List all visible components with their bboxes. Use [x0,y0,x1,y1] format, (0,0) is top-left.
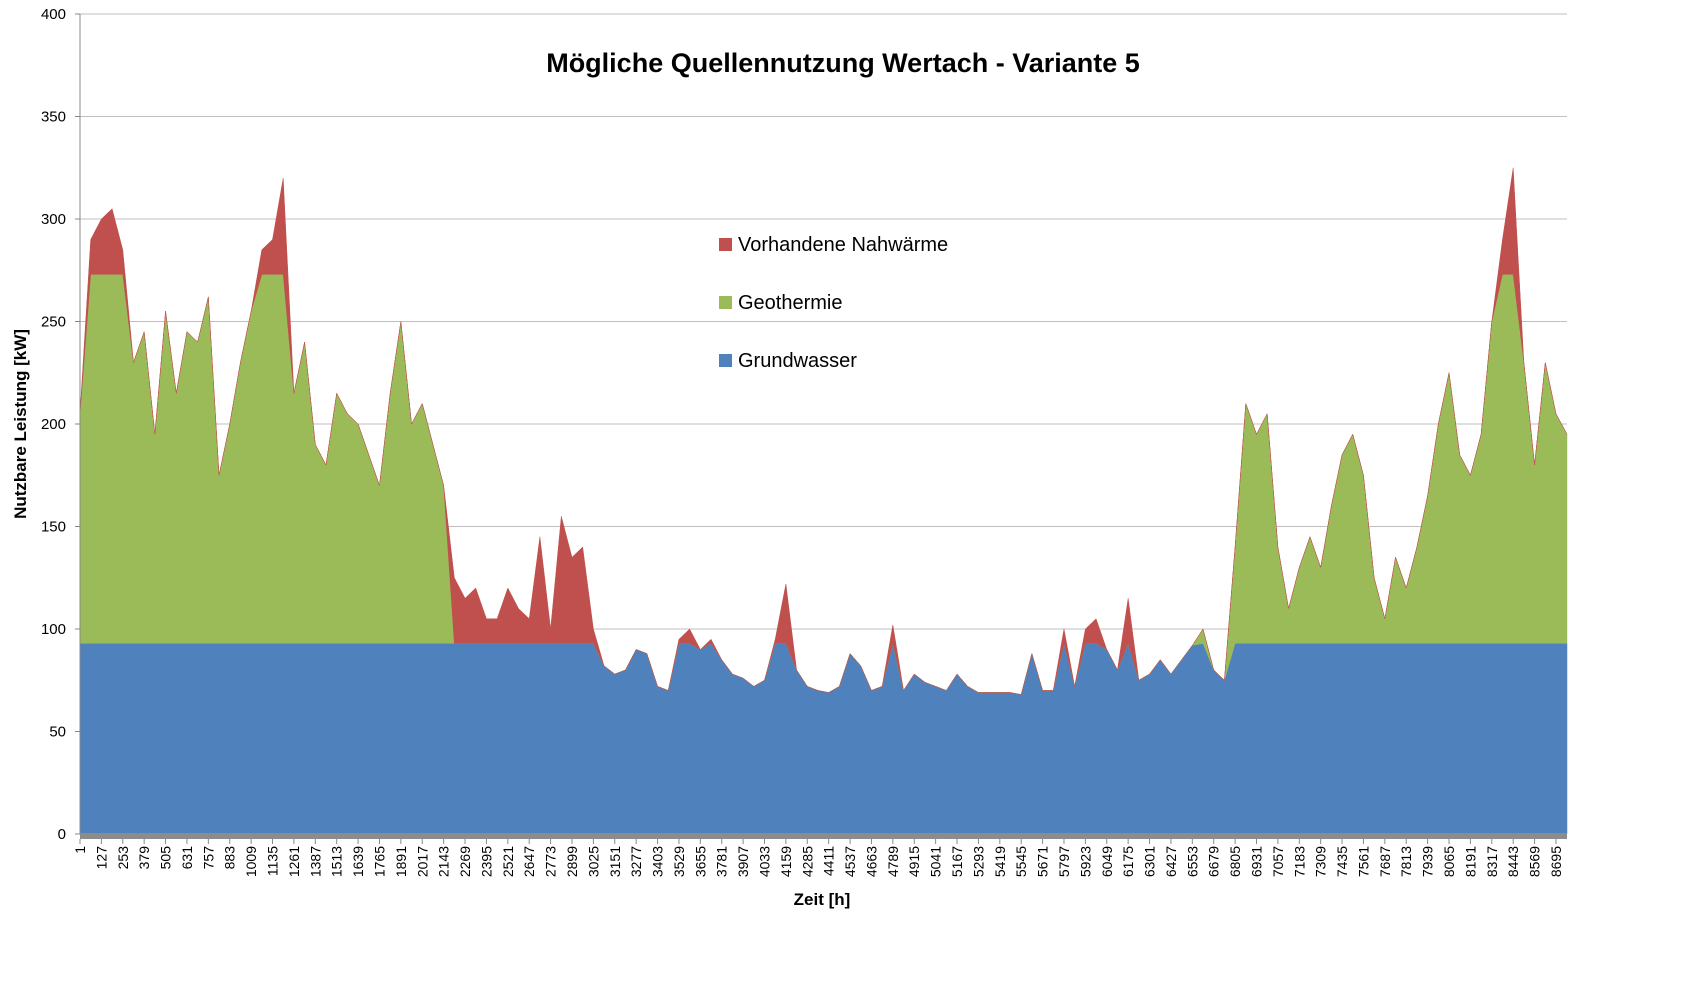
x-tick-label: 7309 [1313,846,1329,877]
x-tick-label: 2521 [500,846,516,877]
x-tick-label: 1513 [329,846,345,877]
x-tick-label: 379 [136,846,152,870]
x-tick-label: 6805 [1227,846,1243,877]
x-tick-label: 1639 [350,846,366,877]
x-tick-label: 2269 [457,846,473,877]
x-axis [80,833,1567,839]
x-tick-label: 4285 [799,846,815,877]
x-tick-label: 2395 [478,846,494,877]
x-tick-label: 3277 [628,846,644,877]
x-tick-label: 3781 [714,846,730,877]
x-tick-label: 631 [179,846,195,870]
x-tick-label: 5167 [949,846,965,877]
legend-swatch [719,354,732,367]
x-tick-label: 1261 [286,846,302,877]
x-tick-label: 2773 [543,846,559,877]
legend-label: Grundwasser [738,350,857,372]
y-tick-label: 50 [49,724,66,741]
x-tick-label: 5293 [970,846,986,877]
x-tick-label: 1009 [243,846,259,877]
x-tick-label: 2143 [436,846,452,877]
x-tick-label: 7057 [1270,846,1286,877]
legend: Grundwasser Geothermie Vorhandene Nahwärme [719,234,948,372]
x-tick-label: 3025 [585,846,601,877]
x-tick-label: 3655 [692,846,708,877]
x-tick-label: 5671 [1035,846,1051,877]
legend-label: Vorhandene Nahwärme [738,234,948,256]
x-tick-label: 1765 [371,846,387,877]
y-tick-label: 350 [41,109,66,126]
x-tick-label: 3403 [650,846,666,877]
x-tick-label: 7939 [1420,846,1436,877]
chart-title: Mögliche Quellennutzung Wertach - Varian… [546,48,1140,78]
x-tick-label: 6175 [1120,846,1136,877]
x-tick-label: 1 [72,846,88,854]
x-tick-label: 7561 [1355,846,1371,877]
x-tick-label: 7183 [1291,846,1307,877]
x-tick-label: 8569 [1527,846,1543,877]
x-tick-label: 3907 [735,846,751,877]
x-tick-label: 5545 [1013,846,1029,877]
x-tick-label: 5923 [1077,846,1093,877]
areas [79,167,1568,835]
x-tick-label: 7687 [1377,846,1393,877]
x-axis-label: Zeit [h] [794,890,851,909]
x-tick-label: 5041 [928,846,944,877]
x-tick-label: 2017 [414,846,430,877]
x-tick-label: 4663 [863,846,879,877]
x-tick-label: 6049 [1099,846,1115,877]
area [79,167,1568,695]
x-tick-label: 4411 [821,846,837,876]
axes: 0 50 100 150 200 250 300 350 400 1 127 253 379 505 631… [41,6,1567,877]
y-tick-label: 250 [41,314,66,331]
x-tick-label: 127 [93,846,109,870]
y-tick-label: 150 [41,519,66,536]
x-tick-label: 2647 [521,846,537,877]
x-tick-label: 5419 [992,846,1008,877]
legend-label: Geothermie [738,292,843,314]
x-tick-label: 4159 [778,846,794,877]
x-tick-label: 8065 [1441,846,1457,877]
x-tick-label: 7435 [1334,846,1350,877]
x-tick-label: 1387 [307,846,323,877]
y-tick-label: 200 [41,416,66,433]
x-tick-label: 8317 [1484,846,1500,877]
x-tick-label: 7813 [1398,846,1414,877]
x-tick-label: 3151 [607,846,623,877]
x-tick-label: 6679 [1206,846,1222,877]
x-tick-label: 253 [115,846,131,870]
x-tick-label: 4789 [885,846,901,877]
x-tick-label: 6301 [1142,846,1158,877]
x-tick-label: 8695 [1548,846,1564,877]
y-axis-label: Nutzbare Leistung [kW] [11,329,30,519]
x-tick-label: 4537 [842,846,858,877]
x-tick-label: 4915 [906,846,922,877]
x-tick-label: 5797 [1056,846,1072,877]
x-tick-label: 6427 [1163,846,1179,877]
x-tick-label: 2899 [564,846,580,877]
legend-swatch [719,296,732,309]
y-tick-label: 0 [58,826,66,843]
x-tick-label: 6931 [1248,846,1264,877]
y-tick-label: 400 [41,6,66,23]
x-tick-label: 8443 [1505,846,1521,877]
x-tick-label: 883 [222,846,238,870]
legend-swatch [719,238,732,251]
x-tick-label: 757 [200,846,216,870]
x-tick-label: 8191 [1462,846,1478,877]
x-tick-label: 3529 [671,846,687,877]
x-tick-label: 505 [158,846,174,870]
x-tick-label: 1891 [393,846,409,877]
x-tick-label: 4033 [757,846,773,877]
y-tick-label: 100 [41,621,66,638]
x-tick-label: 6553 [1184,846,1200,877]
y-tick-label: 300 [41,211,66,228]
x-tick-label: 1135 [265,846,281,876]
